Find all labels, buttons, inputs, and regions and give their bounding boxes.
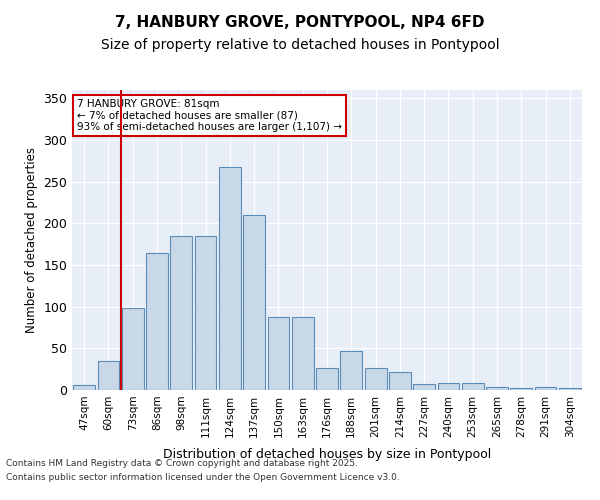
- Bar: [535, 386, 556, 390]
- Text: Size of property relative to detached houses in Pontypool: Size of property relative to detached ho…: [101, 38, 499, 52]
- Bar: [170, 236, 192, 390]
- Text: Contains public sector information licensed under the Open Government Licence v3: Contains public sector information licen…: [6, 474, 400, 482]
- Bar: [194, 236, 217, 390]
- Bar: [73, 385, 95, 390]
- Bar: [243, 215, 265, 390]
- Bar: [97, 361, 119, 390]
- Bar: [389, 372, 411, 390]
- Bar: [559, 388, 581, 390]
- Bar: [365, 368, 386, 390]
- Y-axis label: Number of detached properties: Number of detached properties: [25, 147, 38, 333]
- Bar: [413, 384, 435, 390]
- Bar: [146, 252, 168, 390]
- Text: 7, HANBURY GROVE, PONTYPOOL, NP4 6FD: 7, HANBURY GROVE, PONTYPOOL, NP4 6FD: [115, 15, 485, 30]
- Bar: [511, 388, 532, 390]
- Bar: [462, 382, 484, 390]
- Bar: [292, 316, 314, 390]
- Bar: [437, 382, 460, 390]
- Bar: [219, 166, 241, 390]
- Bar: [486, 386, 508, 390]
- X-axis label: Distribution of detached houses by size in Pontypool: Distribution of detached houses by size …: [163, 448, 491, 461]
- Bar: [340, 351, 362, 390]
- Text: 7 HANBURY GROVE: 81sqm
← 7% of detached houses are smaller (87)
93% of semi-deta: 7 HANBURY GROVE: 81sqm ← 7% of detached …: [77, 99, 342, 132]
- Bar: [122, 308, 143, 390]
- Text: Contains HM Land Registry data © Crown copyright and database right 2025.: Contains HM Land Registry data © Crown c…: [6, 458, 358, 468]
- Bar: [268, 316, 289, 390]
- Bar: [316, 368, 338, 390]
